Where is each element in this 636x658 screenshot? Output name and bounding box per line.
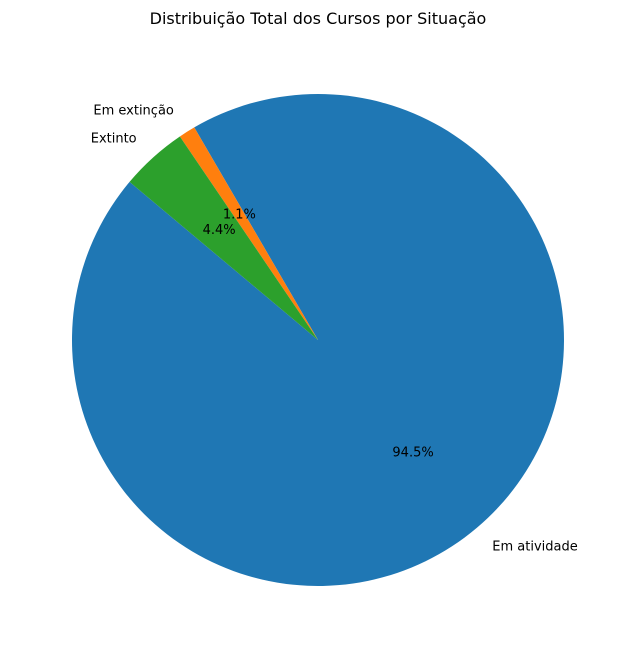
pie-labels: Em atividade 94.5% Em extinção 1.1% Extinto 4… (91, 103, 578, 554)
slice-label-em-atividade: Em atividade (492, 539, 577, 554)
slice-label-extinto: Extinto (91, 132, 137, 147)
pie-slice-extinto (129, 136, 318, 340)
slice-percent-em-atividade: 94.5% (392, 445, 433, 460)
chart-title: Distribuição Total dos Cursos por Situaç… (150, 9, 487, 28)
pie-slices (71, 94, 564, 587)
slice-label-em-extincao: Em extinção (93, 103, 174, 118)
slice-percent-extinto: 4.4% (203, 223, 236, 238)
slice-percent-em-extincao: 1.1% (223, 208, 256, 223)
pie-slice-em-extincao (179, 127, 318, 340)
pie-slice-em-atividade (71, 94, 564, 587)
